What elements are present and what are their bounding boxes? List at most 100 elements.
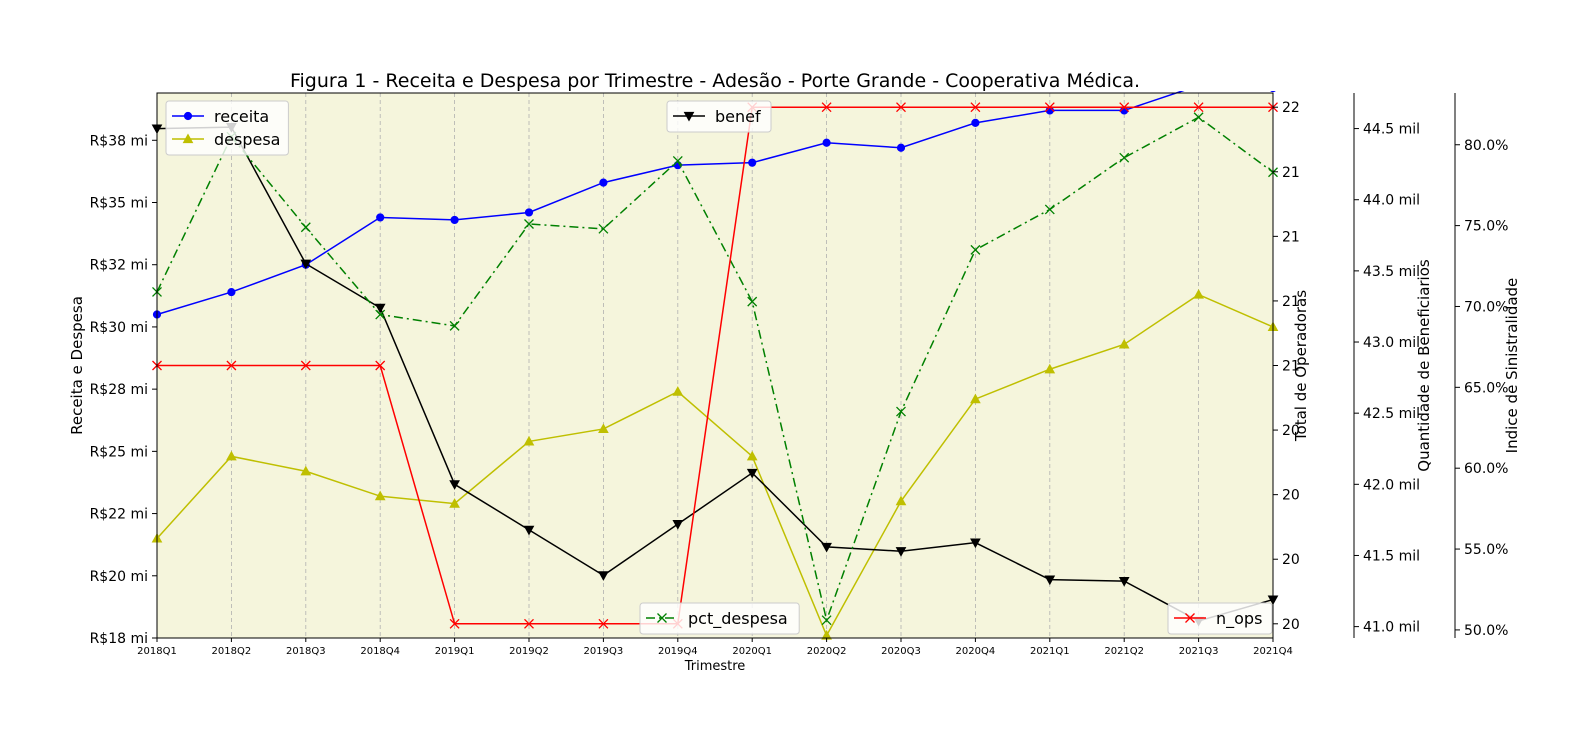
data-point-pct-despesa — [375, 309, 386, 320]
data-point-pct-despesa — [1119, 152, 1130, 163]
x-tick-label: 2021Q3 — [1179, 646, 1219, 657]
data-point-receita — [748, 158, 757, 167]
x-tick-label: 2020Q3 — [881, 646, 921, 657]
data-point-pct-despesa — [300, 222, 311, 233]
legend-box — [639, 602, 800, 635]
x-tick-label: 2019Q1 — [435, 646, 475, 657]
legend-marker — [657, 613, 667, 623]
y-tick-label: R$35 mi — [90, 195, 148, 211]
data-point-receita — [896, 143, 906, 152]
series-pct-despesa — [152, 112, 1278, 626]
data-point-despesa — [746, 450, 758, 461]
y-tick-label: 60.0% — [1464, 461, 1508, 477]
y-tick-label: R$32 mi — [90, 258, 148, 274]
axis-beneficiarios: 41.0 mil 41.5 mil 42.0 mil 42.5 mil 43.0 mil… — [1353, 93, 1433, 638]
data-point-despesa — [449, 498, 460, 508]
axes-layer: 2018Q1 2018Q2 2018Q3 2018Q4 2019Q1 2019Q2 2019… — [68, 92, 1521, 657]
series-line-benef — [156, 126, 1274, 622]
x-tick-label: 2021Q1 — [1030, 646, 1070, 657]
y-tick-label: 22 — [1282, 100, 1300, 116]
data-point-benef — [1118, 576, 1130, 587]
legend-layer: receita despesa benef pct_despesa n_ops — [165, 100, 1273, 635]
data-point-receita — [822, 138, 831, 147]
data-point-n-ops — [375, 360, 386, 371]
y-tick-label: 21 — [1282, 165, 1300, 181]
y-tick-label: 42.5 mil — [1363, 406, 1420, 422]
data-point-despesa — [523, 435, 535, 446]
y-axis-label-receita-despesa: Receita e Despesa — [68, 296, 86, 435]
data-point-despesa — [672, 386, 684, 396]
x-tick-label: 2021Q4 — [1253, 646, 1293, 657]
legend-box — [1167, 602, 1273, 635]
x-tick-label: 2020Q4 — [956, 646, 996, 657]
x-tick-label: 2018Q3 — [286, 646, 326, 657]
y-tick-label: 20 — [1282, 423, 1300, 439]
data-point-n-ops — [524, 618, 534, 629]
data-point-despesa — [1118, 338, 1130, 349]
y-tick-label: 44.0 mil — [1363, 193, 1420, 209]
axis-receita-despesa: R$18 mi R$20 mi R$22 mi R$25 mi R$28 mi R$30 … — [68, 133, 157, 647]
y-tick-label: R$30 mi — [90, 320, 148, 336]
data-point-despesa — [374, 490, 386, 501]
data-point-benef — [1044, 575, 1056, 586]
data-point-n-ops — [1119, 102, 1130, 113]
data-point-n-ops — [1044, 102, 1055, 113]
data-point-benef — [300, 259, 312, 270]
x-tick-label: 2019Q2 — [509, 646, 549, 657]
legend-upper-left: receita despesa — [165, 100, 289, 156]
legend-label: benef — [715, 107, 761, 126]
legend-marker — [1185, 613, 1195, 623]
legend-label: pct_despesa — [688, 609, 788, 629]
series-line-receita — [156, 91, 1185, 316]
y-tick-label: 75.0% — [1464, 219, 1508, 235]
legend-lower-right: n_ops — [1167, 602, 1273, 635]
data-point-despesa — [300, 465, 312, 476]
y-tick-label: 41.5 mil — [1363, 548, 1420, 564]
x-tick-label: 2018Q2 — [212, 646, 252, 657]
data-point-pct-despesa — [970, 244, 981, 255]
data-point-benef — [598, 571, 609, 581]
data-point-pct-despesa — [598, 223, 609, 234]
data-point-despesa — [895, 495, 907, 506]
series-line-pct-despesa — [156, 116, 1274, 623]
data-point-pct-despesa — [1193, 112, 1204, 123]
y-axis-label-beneficiarios: Quantidade de Beneficiarios — [1415, 259, 1433, 472]
data-point-n-ops — [226, 360, 237, 371]
series-n-ops — [152, 102, 1278, 629]
data-point-receita — [971, 118, 980, 127]
legend-marker — [182, 133, 194, 144]
chart-title: Figura 1 - Receita e Despesa por Trimest… — [290, 70, 1140, 92]
legend-label: n_ops — [1216, 609, 1262, 629]
x-tick-label: 2019Q4 — [658, 646, 698, 657]
y-axis-label-sinistralidade: Indice de Sinistralidade — [1503, 278, 1521, 454]
data-point-benef — [821, 542, 832, 553]
data-point-pct-despesa — [449, 320, 460, 331]
series-layer — [151, 91, 1279, 640]
legend-upper-center: benef — [666, 100, 772, 133]
data-point-benef — [970, 538, 981, 549]
x-tick-label: 2019Q3 — [584, 646, 624, 657]
data-point-receita — [524, 208, 534, 217]
legend-box — [165, 100, 289, 156]
y-tick-label: 20 — [1282, 488, 1300, 504]
y-tick-label: 50.0% — [1464, 623, 1508, 639]
y-tick-label: 21 — [1282, 294, 1300, 310]
y-tick-label: 80.0% — [1464, 138, 1508, 154]
y-tick-label: R$18 mi — [90, 631, 148, 647]
y-tick-label: R$22 mi — [90, 507, 148, 523]
data-point-receita — [1270, 91, 1276, 93]
data-point-n-ops — [598, 618, 609, 629]
y-tick-label: R$28 mi — [90, 382, 148, 398]
y-tick-label: 70.0% — [1464, 299, 1508, 315]
data-point-n-ops — [449, 618, 460, 629]
data-point-despesa — [1044, 363, 1056, 374]
y-tick-label: 43.5 mil — [1363, 264, 1420, 280]
x-axis-label: Trimestre — [684, 659, 746, 674]
legend-marker — [683, 111, 695, 122]
y-tick-label: 44.5 mil — [1363, 122, 1420, 138]
y-tick-label: 65.0% — [1464, 380, 1508, 396]
axis-sinistralidade: 50.0% 55.0% 60.0% 65.0% 70.0% 75.0% 80.0% Indic… — [1454, 93, 1521, 639]
data-point-n-ops — [821, 102, 832, 113]
